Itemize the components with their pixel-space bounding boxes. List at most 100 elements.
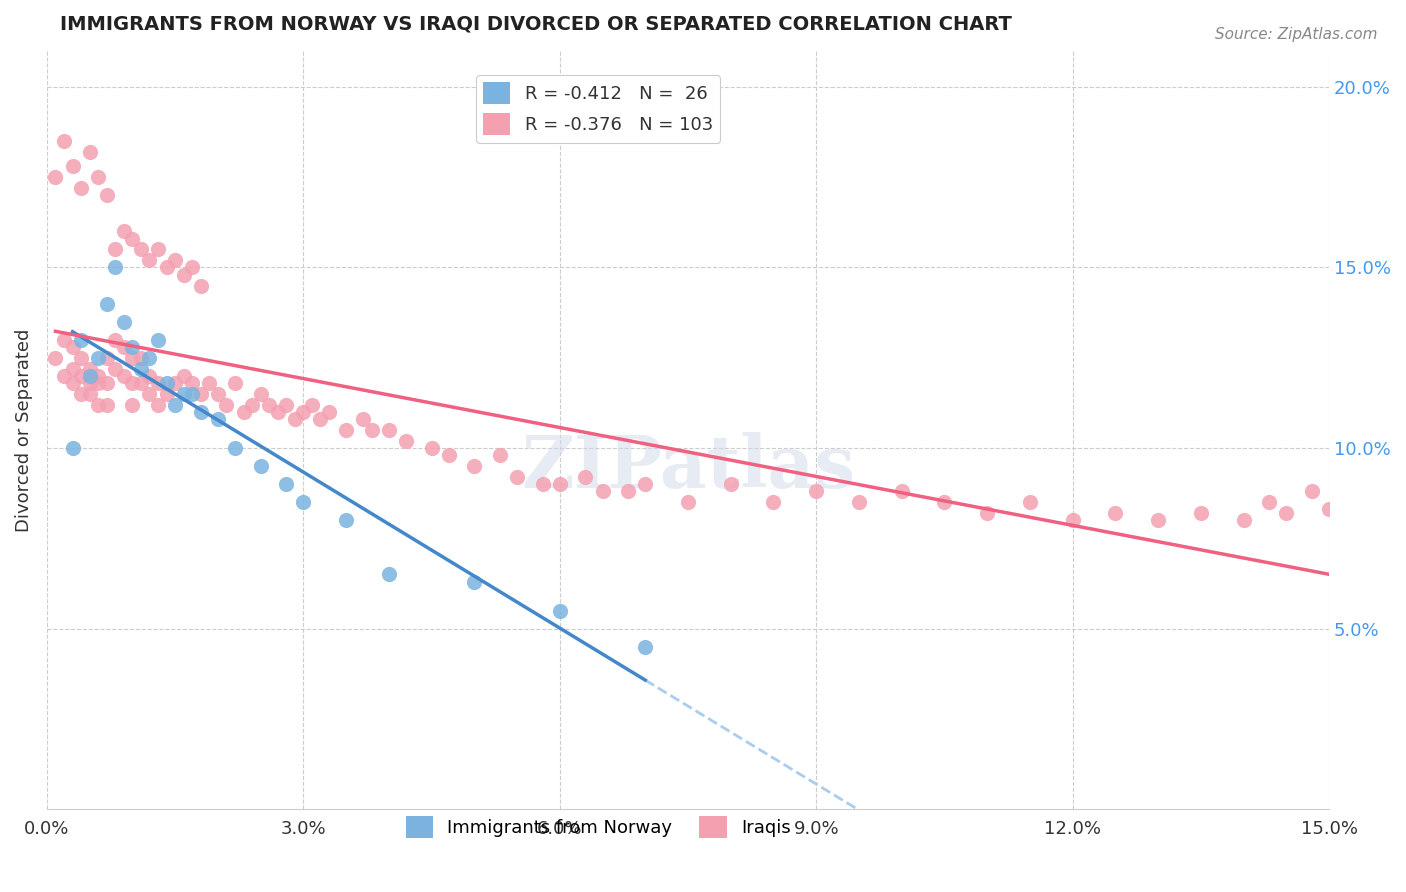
Point — [617, 484, 640, 499]
Point — [976, 506, 998, 520]
Point — [934, 495, 956, 509]
Point — [70, 351, 93, 365]
Point — [224, 376, 246, 390]
Point — [53, 333, 76, 347]
Point — [173, 368, 195, 383]
Point — [1317, 502, 1340, 516]
Point — [96, 351, 118, 365]
Point — [62, 441, 84, 455]
Point — [1019, 495, 1042, 509]
Point — [146, 398, 169, 412]
Point — [489, 448, 512, 462]
Point — [360, 423, 382, 437]
Point — [215, 398, 238, 412]
Point — [1258, 495, 1281, 509]
Point — [207, 412, 229, 426]
Point — [292, 405, 315, 419]
Point — [378, 423, 401, 437]
Point — [112, 224, 135, 238]
Text: IMMIGRANTS FROM NORWAY VS IRAQI DIVORCED OR SEPARATED CORRELATION CHART: IMMIGRANTS FROM NORWAY VS IRAQI DIVORCED… — [59, 15, 1011, 34]
Point — [634, 640, 657, 654]
Point — [79, 368, 101, 383]
Point — [146, 243, 169, 257]
Point — [848, 495, 870, 509]
Point — [146, 376, 169, 390]
Point — [165, 376, 187, 390]
Point — [112, 315, 135, 329]
Point — [104, 260, 127, 275]
Point — [70, 181, 93, 195]
Point — [1189, 506, 1212, 520]
Point — [1062, 513, 1084, 527]
Point — [240, 398, 263, 412]
Point — [257, 398, 280, 412]
Point — [249, 459, 271, 474]
Point — [1233, 513, 1256, 527]
Point — [53, 368, 76, 383]
Point — [121, 231, 143, 245]
Point — [224, 441, 246, 455]
Y-axis label: Divorced or Separated: Divorced or Separated — [15, 328, 32, 532]
Point — [318, 405, 340, 419]
Point — [292, 495, 315, 509]
Point — [463, 459, 485, 474]
Point — [70, 368, 93, 383]
Point — [395, 434, 418, 448]
Point — [1147, 513, 1170, 527]
Point — [62, 376, 84, 390]
Point — [720, 477, 742, 491]
Point — [87, 170, 110, 185]
Point — [548, 603, 571, 617]
Point — [198, 376, 221, 390]
Point — [1275, 506, 1298, 520]
Point — [155, 260, 177, 275]
Point — [96, 398, 118, 412]
Point — [87, 351, 110, 365]
Point — [165, 253, 187, 268]
Point — [138, 368, 160, 383]
Point — [531, 477, 554, 491]
Point — [104, 333, 127, 347]
Point — [284, 412, 307, 426]
Point — [548, 477, 571, 491]
Point — [890, 484, 912, 499]
Point — [62, 340, 84, 354]
Point — [378, 567, 401, 582]
Point — [138, 351, 160, 365]
Point — [129, 376, 152, 390]
Point — [87, 398, 110, 412]
Point — [96, 188, 118, 202]
Point — [104, 243, 127, 257]
Point — [53, 134, 76, 148]
Point — [267, 405, 290, 419]
Point — [129, 361, 152, 376]
Point — [121, 340, 143, 354]
Point — [70, 333, 93, 347]
Point — [138, 253, 160, 268]
Point — [762, 495, 785, 509]
Point — [155, 387, 177, 401]
Legend: Immigrants from Norway, Iraqis: Immigrants from Norway, Iraqis — [398, 809, 799, 846]
Point — [129, 351, 152, 365]
Point — [87, 368, 110, 383]
Point — [301, 398, 323, 412]
Point — [79, 145, 101, 159]
Point — [79, 361, 101, 376]
Point — [574, 470, 596, 484]
Point — [87, 376, 110, 390]
Point — [62, 160, 84, 174]
Point — [232, 405, 254, 419]
Point — [79, 376, 101, 390]
Point — [112, 368, 135, 383]
Point — [155, 376, 177, 390]
Point — [173, 387, 195, 401]
Point — [190, 405, 212, 419]
Point — [309, 412, 332, 426]
Point — [70, 387, 93, 401]
Point — [96, 296, 118, 310]
Point — [165, 398, 187, 412]
Point — [634, 477, 657, 491]
Point — [437, 448, 460, 462]
Point — [44, 351, 66, 365]
Point — [420, 441, 443, 455]
